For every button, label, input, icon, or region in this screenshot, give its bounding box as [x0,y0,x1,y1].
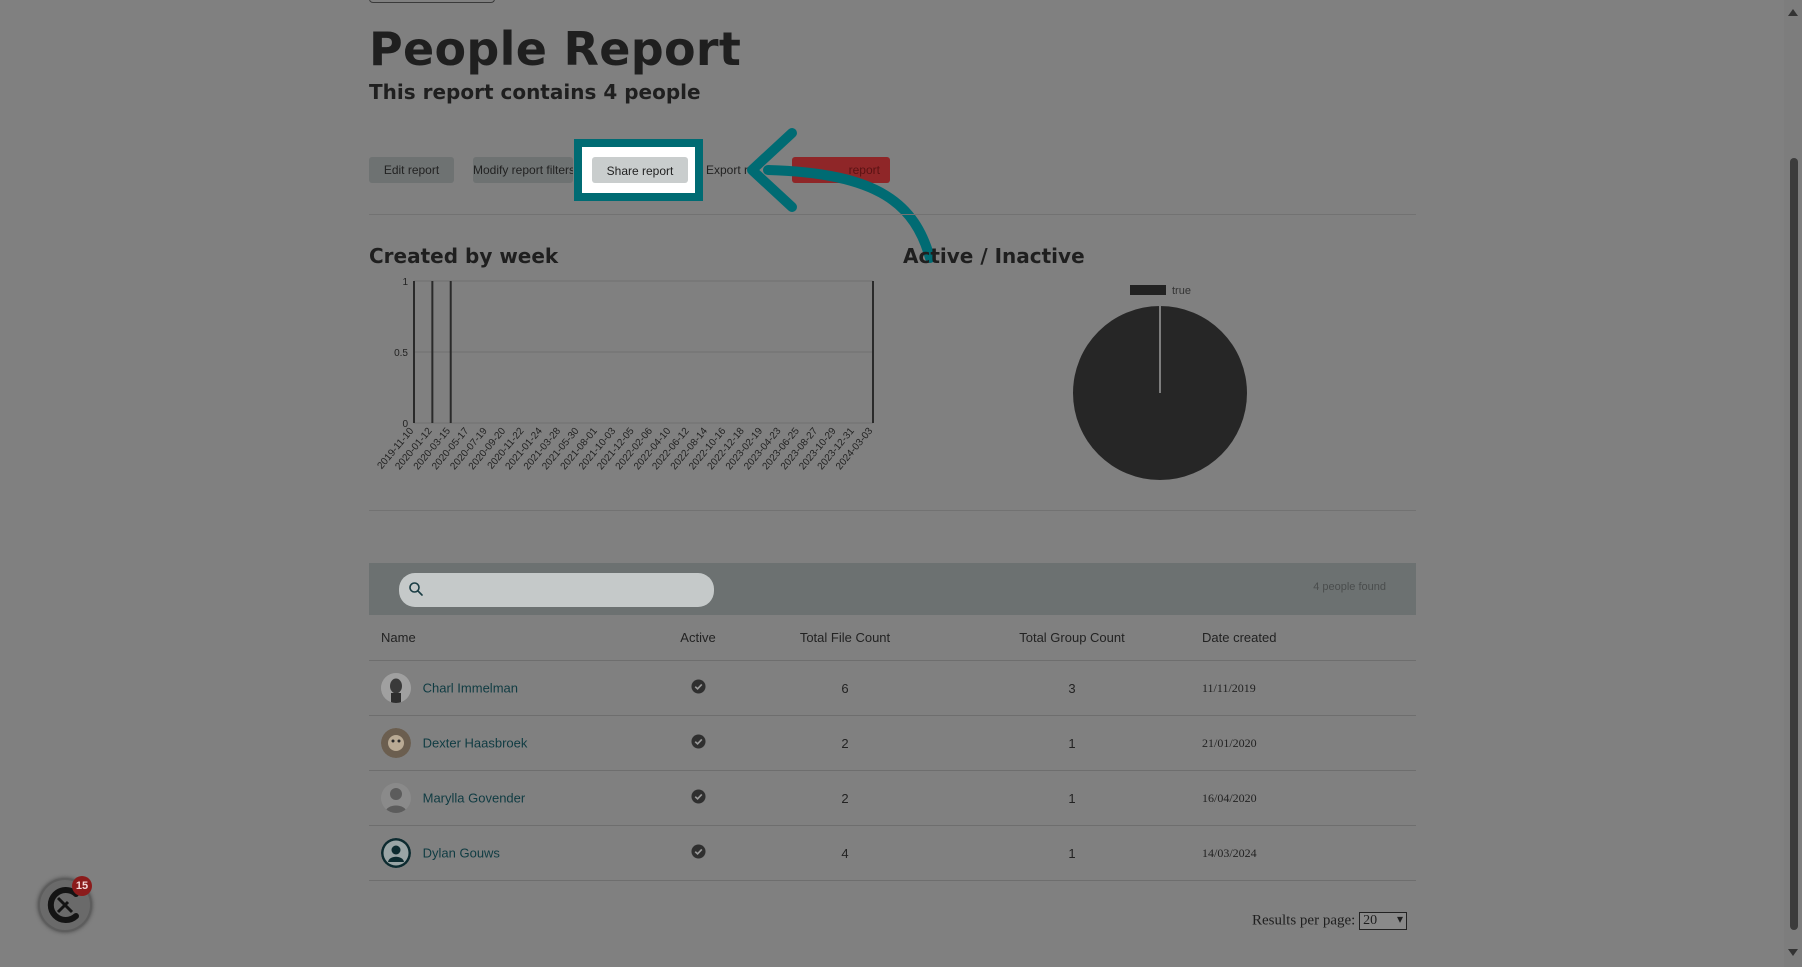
person-link[interactable]: Dexter Haasbroek [422,735,528,751]
edit-report-button[interactable]: Edit report [369,157,454,183]
column-header-file-count[interactable]: Total File Count [734,615,956,661]
avatar [381,783,411,813]
table-row: Charl Immelman 6 3 11/11/2019 [369,660,1416,716]
date-created-cell: 16/04/2020 [1188,770,1416,826]
results-per-page-label: Results per page: [1252,912,1356,929]
share-report-button[interactable]: Share report [592,157,688,183]
date-created-cell: 11/11/2019 [1188,660,1416,716]
y-tick-label: 0 [402,419,408,430]
name-cell: Marylla Govender [369,770,662,826]
chat-notification-badge: 15 [72,876,92,896]
guide-arrow-icon [747,128,935,263]
legend-swatch-true [1130,285,1166,295]
people-found-count: 4 people found [1313,581,1386,593]
column-header-group-count[interactable]: Total Group Count [956,615,1188,661]
results-per-page: Results per page: 20 ▾ [1252,912,1408,930]
y-tick-label: 0.5 [394,348,408,359]
group-count-cell: 1 [956,770,1188,826]
active-cell [662,770,734,826]
scroll-up-icon[interactable] [1788,8,1798,16]
y-tick-label: 1 [402,277,408,288]
group-count-cell: 1 [956,825,1188,881]
table-row: Dexter Haasbroek 2 1 21/01/2020 [369,715,1416,771]
date-created-cell: 14/03/2024 [1188,825,1416,881]
active-cell [662,825,734,881]
file-count-cell: 2 [734,715,956,771]
table-row: Dylan Gouws 4 1 14/03/2024 [369,825,1416,881]
table-row: Marylla Govender 2 1 16/04/2020 [369,770,1416,826]
share-highlight-frame [574,139,703,201]
top-tab-stub [369,0,495,3]
results-per-page-value: 20 [1363,913,1378,928]
file-count-cell: 2 [734,770,956,826]
page-title: People Report [369,22,742,76]
check-circle-icon [690,679,706,694]
column-header-name[interactable]: Name [369,615,662,661]
results-per-page-select[interactable]: 20 ▾ [1359,912,1408,930]
section-divider-top [369,214,1416,215]
table-header-row: Name Active Total File Count Total Group… [369,615,1416,661]
active-inactive-title: Active / Inactive [903,244,1085,268]
name-cell: Charl Immelman [369,660,662,716]
people-table: Name Active Total File Count Total Group… [369,615,1416,881]
chevron-down-icon: ▾ [1397,912,1404,926]
table-toolbar: 4 people found [369,563,1416,615]
avatar [381,728,411,758]
name-cell: Dylan Gouws [369,825,662,881]
check-circle-icon [690,844,706,859]
created-by-week-chart: 00.51 2019-11-102020-01-122020-03-152020… [375,277,875,472]
active-cell [662,715,734,771]
scroll-thumb[interactable] [1790,158,1798,930]
file-count-cell: 4 [734,825,956,881]
file-count-cell: 6 [734,660,956,716]
group-count-cell: 1 [956,715,1188,771]
people-search-input[interactable] [399,573,714,607]
page-subtitle: This report contains 4 people [369,80,701,104]
group-count-cell: 3 [956,660,1188,716]
modify-report-filters-button[interactable]: Modify report filters [473,157,573,183]
avatar [381,673,411,703]
legend-label-true: true [1172,285,1191,297]
column-header-date-created[interactable]: Date created [1188,615,1416,661]
person-link[interactable]: Charl Immelman [422,680,518,696]
check-circle-icon [690,734,706,749]
scroll-down-icon[interactable] [1788,949,1798,957]
section-divider-bottom [369,510,1416,511]
date-created-cell: 21/01/2020 [1188,715,1416,771]
check-circle-icon [690,789,706,804]
active-inactive-chart: true [1073,285,1247,480]
name-cell: Dexter Haasbroek [369,715,662,771]
search-icon [409,582,423,596]
created-by-week-title: Created by week [369,244,559,268]
export-report-button[interactable]: Export re [703,157,793,183]
column-header-active[interactable]: Active [662,615,734,661]
person-link[interactable]: Dylan Gouws [422,845,500,861]
active-cell [662,660,734,716]
avatar [381,838,411,868]
person-link[interactable]: Marylla Govender [422,790,526,806]
people-table-section: 4 people found Name Active Total File Co… [369,563,1416,881]
